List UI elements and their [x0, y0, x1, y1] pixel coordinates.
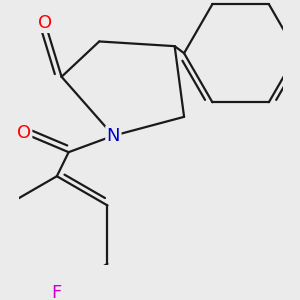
Text: N: N — [106, 127, 120, 145]
Text: O: O — [17, 124, 31, 142]
Text: O: O — [38, 14, 52, 32]
Text: F: F — [52, 284, 62, 300]
